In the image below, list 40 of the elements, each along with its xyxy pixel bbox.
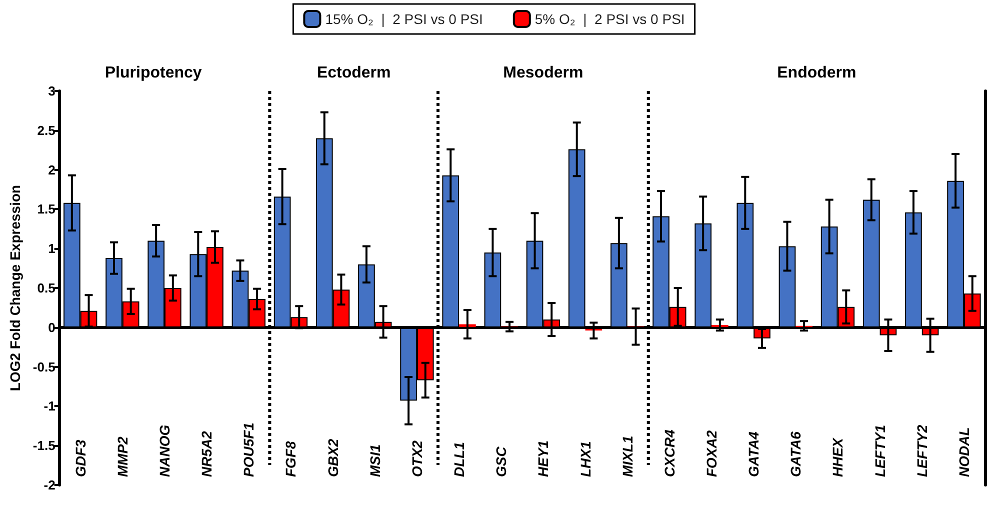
y-tick-label: -0.5 <box>32 359 56 374</box>
text: Ectoderm <box>316 64 391 82</box>
x-tick-label: POU5F1 <box>240 422 257 477</box>
y-tick-label: 3 <box>48 84 56 98</box>
y-tick-label: 0 <box>48 320 56 335</box>
text: Mesoderm <box>503 64 584 82</box>
x-tick-label: GDF3 <box>72 439 88 477</box>
x-tick-label: LEFTY1 <box>872 424 888 477</box>
y-tick-label: 2 <box>48 162 56 178</box>
x-tick-label: FOXA2 <box>704 430 720 477</box>
x-tick-label: HEY1 <box>535 440 552 477</box>
x-tick-label: NODAL <box>956 427 972 477</box>
x-tick-label: OTX2 <box>408 440 425 477</box>
x-tick-label: DLL1 <box>451 442 468 477</box>
x-tick-label: LHX1 <box>577 441 594 477</box>
x-tick-label: CXCR4 <box>661 429 678 477</box>
x-tick-label: MIXL1 <box>619 436 636 477</box>
y-tick-label: -1.5 <box>32 438 56 454</box>
x-tick-label: LEFTY2 <box>914 424 930 477</box>
x-tick-label: NANOG <box>156 424 172 477</box>
y-tick-label: 1 <box>48 241 56 256</box>
legend-label: 15% O₂ | 2 PSI vs 0 PSI <box>325 11 483 27</box>
y-tick-label: 2.5 <box>37 122 56 138</box>
y-tick-label: -1 <box>44 398 56 414</box>
text: Pluripotency <box>104 64 202 82</box>
x-tick-label: GATA6 <box>788 431 804 477</box>
x-tick-label: MMP2 <box>114 436 130 477</box>
legend-label: 5% O₂ | 2 PSI vs 0 PSI <box>534 11 685 27</box>
y-tick-label: 1.5 <box>37 202 56 217</box>
x-tick-label: GATA4 <box>746 431 762 477</box>
y-tick-label: 0.5 <box>37 280 56 296</box>
x-tick-label: HHEX <box>830 436 846 477</box>
x-tick-label: GSC <box>493 446 510 477</box>
x-tick-label: NR5A2 <box>198 430 215 477</box>
x-tick-label: GBX2 <box>324 438 341 477</box>
y-axis-title: LOG2 Fold Change Expression <box>7 184 23 392</box>
y-tick-label: -2 <box>44 478 56 492</box>
text: Endoderm <box>777 64 856 82</box>
x-tick-label: MSI1 <box>366 444 383 477</box>
x-tick-label: FGF8 <box>282 441 299 477</box>
